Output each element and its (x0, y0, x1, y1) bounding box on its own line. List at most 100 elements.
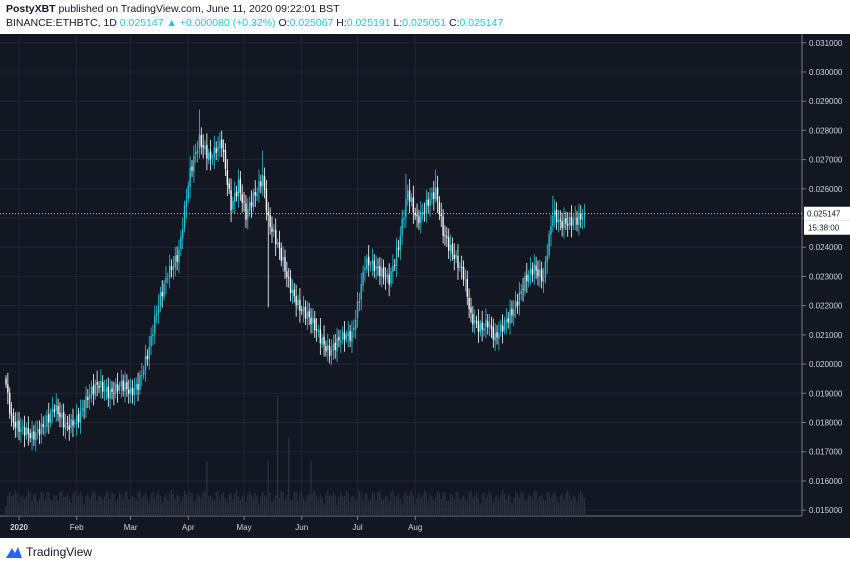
candle-body (235, 191, 238, 196)
volume-bar (280, 490, 282, 516)
volume-bar (249, 490, 251, 516)
volume-bar (576, 501, 578, 516)
candle-body (373, 261, 375, 271)
volume-bar (416, 497, 418, 516)
volume-bar (263, 495, 266, 516)
candle-body (185, 200, 188, 207)
candle-body (163, 283, 165, 297)
volume-bar (185, 494, 188, 516)
candle-body (261, 175, 264, 186)
candlestick-chart[interactable]: 0.031000 0.030000 0.029000 0.028000 0.027000… (0, 34, 850, 538)
candle-body (133, 388, 136, 396)
candle-body (301, 310, 303, 312)
volume-bar (174, 499, 176, 516)
candle-body (542, 278, 545, 282)
candle-body (434, 187, 437, 200)
candle-body (61, 413, 63, 419)
volume-bar (531, 498, 533, 516)
volume-bar (448, 500, 450, 516)
candle-body (66, 422, 69, 424)
candle-body (368, 256, 370, 265)
candle-body (40, 423, 43, 434)
candle-body (42, 424, 44, 427)
volume-bar (163, 496, 165, 516)
candle-body (20, 428, 22, 433)
candle-body (408, 190, 411, 202)
volume-bar (457, 491, 459, 516)
volume-bar (169, 494, 171, 516)
volume-bar (520, 491, 522, 516)
volume-bar (340, 492, 342, 516)
volume-bar (559, 495, 561, 516)
volume-bar (16, 493, 18, 516)
volume-bar (353, 495, 355, 516)
candle-body (312, 317, 314, 324)
volume-bar (288, 438, 290, 516)
volume-bar (5, 506, 7, 516)
volume-bar (539, 496, 541, 516)
candle-body (204, 146, 206, 150)
candle-body (479, 323, 481, 333)
candle-body (323, 336, 325, 345)
candle-body (347, 332, 349, 337)
volume-bar (178, 496, 180, 516)
volume-bar (200, 498, 202, 516)
volume-bar (237, 495, 240, 516)
candle-body (427, 199, 429, 206)
candle-body (237, 180, 240, 197)
candle-body (397, 247, 400, 250)
tradingview-logo[interactable]: TradingView (6, 545, 92, 559)
candle-body (74, 423, 76, 425)
candle-body (453, 254, 455, 259)
candle-body (343, 332, 346, 341)
volume-bar (466, 500, 468, 516)
candle-body (193, 155, 195, 172)
candle-body (405, 199, 407, 218)
candle-body (195, 151, 197, 155)
candle-body (328, 346, 331, 357)
volume-bar (96, 500, 98, 516)
x-tick-label: Mar (124, 523, 138, 532)
candle-body (412, 197, 415, 213)
volume-bar (544, 500, 546, 516)
volume-bar (306, 494, 308, 516)
chart-area[interactable]: 0.031000 0.030000 0.029000 0.028000 0.027000… (0, 34, 850, 538)
candle-body (48, 414, 50, 423)
candle-body (7, 384, 9, 393)
author-name[interactable]: PostyXBT (6, 3, 56, 15)
candle-body (174, 256, 176, 268)
volume-bar (442, 492, 444, 516)
candle-body (141, 374, 143, 376)
candle-body (263, 176, 266, 190)
volume-bar (436, 490, 439, 516)
low-label: L: (393, 17, 403, 29)
volume-bar (490, 495, 493, 516)
volume-bar (208, 496, 210, 516)
volume-bar (461, 497, 463, 516)
candle-body (245, 203, 247, 220)
volume-bar (137, 491, 139, 516)
candle-body (221, 139, 223, 149)
volume-bar (115, 502, 117, 516)
candle-body (16, 420, 18, 429)
candle-body (187, 185, 189, 199)
candle-body (470, 307, 472, 313)
candle-body (265, 189, 268, 212)
candle-body (23, 426, 26, 436)
candle-body (124, 382, 126, 392)
volume-bar (498, 499, 500, 516)
candle-body (457, 255, 459, 269)
x-tick-label: Jun (295, 523, 308, 532)
candle-body (369, 266, 372, 267)
volume-bar (319, 494, 321, 516)
y-tick-label: 0.020000 (809, 360, 843, 369)
volume-bar (146, 498, 148, 516)
candle-body (451, 244, 454, 254)
volume-bar (317, 498, 320, 516)
volume-bar (275, 494, 277, 516)
volume-bar (351, 496, 353, 516)
candle-body (336, 338, 338, 352)
candle-body (438, 201, 441, 215)
candle-body (258, 180, 260, 192)
published-text: published on TradingView.com, June 11, 2… (58, 3, 340, 15)
